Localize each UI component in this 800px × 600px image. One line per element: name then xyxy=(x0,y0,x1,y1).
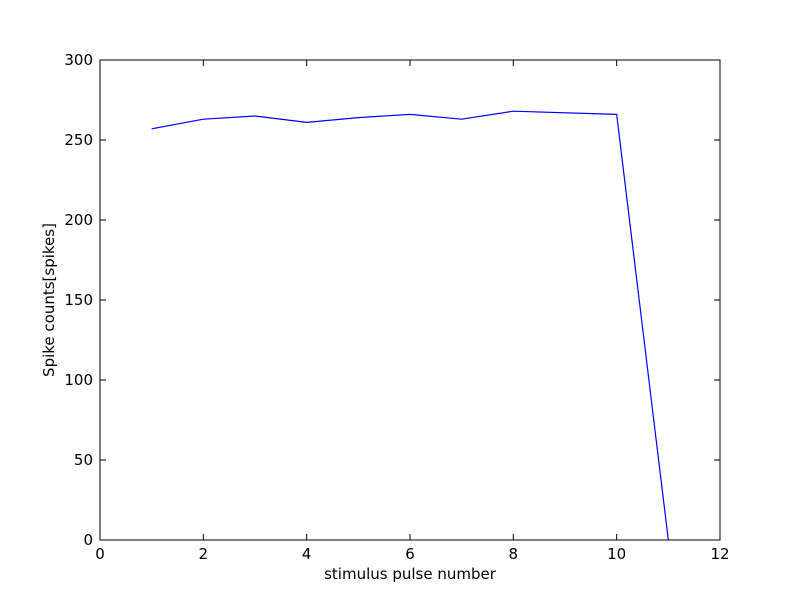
y-tick-label-0: 0 xyxy=(83,531,93,549)
tick-labels-layer: 0 2 4 6 8 10 12 0 50 100 150 200 250 300 xyxy=(64,51,729,563)
x-tick-label-6: 12 xyxy=(710,545,729,563)
y-tick-label-1: 50 xyxy=(74,451,93,469)
series-layer xyxy=(151,110,669,541)
x-tick-label-5: 10 xyxy=(607,545,626,563)
x-tick-label-4: 8 xyxy=(509,545,519,563)
x-tick-label-3: 6 xyxy=(405,545,415,563)
x-axis-label: stimulus pulse number xyxy=(324,565,497,583)
x-tick-label-1: 2 xyxy=(199,545,209,563)
x-tick-label-0: 0 xyxy=(95,545,105,563)
x-tick-label-2: 4 xyxy=(302,545,312,563)
y-tick-label-5: 250 xyxy=(64,131,93,149)
y-tick-label-6: 300 xyxy=(64,51,93,69)
y-tick-label-4: 200 xyxy=(64,211,93,229)
y-axis-label: Spike counts[spikes] xyxy=(40,223,58,377)
y-tick-label-3: 150 xyxy=(64,291,93,309)
y-tick-label-2: 100 xyxy=(64,371,93,389)
ticks-layer xyxy=(99,59,721,541)
series-line-0 xyxy=(151,110,669,541)
plot-frame xyxy=(99,59,721,541)
